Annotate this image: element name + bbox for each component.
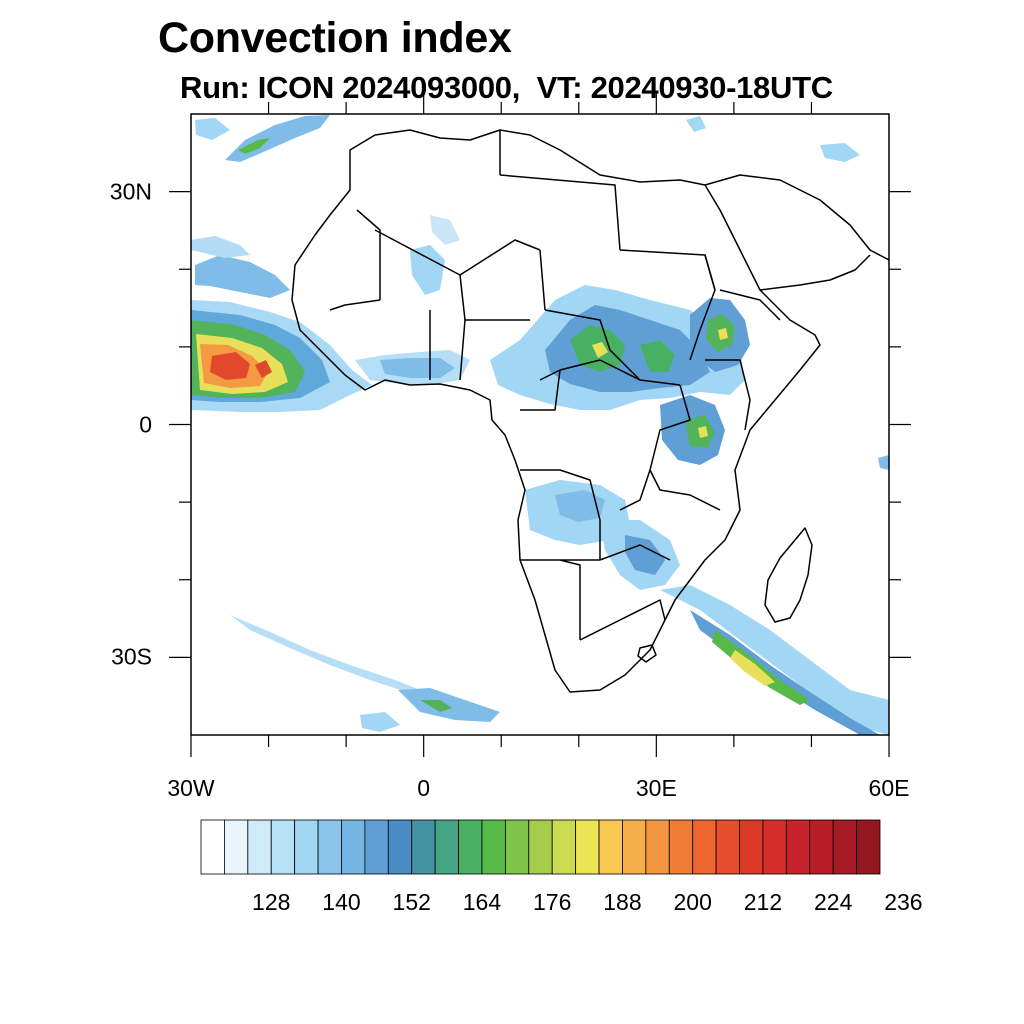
lon-label: 60E — [868, 775, 910, 801]
colorbar-box — [200, 819, 225, 875]
colorbar-label: 188 — [603, 889, 642, 915]
field-ne — [686, 116, 706, 132]
field-se-band-green — [712, 630, 810, 705]
field-east-edge — [878, 455, 889, 470]
field-med-top — [195, 118, 230, 140]
field-se-band — [660, 585, 889, 735]
colorbar-box — [247, 819, 272, 875]
colorbar-box — [434, 819, 459, 875]
field-atlantic-red — [210, 352, 250, 380]
colorbar-box — [551, 819, 577, 875]
colorbar-box — [317, 819, 342, 875]
field-nw-band-2 — [191, 236, 250, 258]
field-nw-band — [195, 255, 290, 298]
colorbar-box — [645, 819, 670, 875]
colorbar-label: 236 — [884, 889, 923, 915]
map-subtitle: Run: ICON 2024093000, VT: 20240930-18UTC — [180, 70, 833, 105]
lesotho — [637, 644, 657, 663]
colorbar-box — [668, 819, 694, 875]
africa-coastline — [291, 129, 821, 693]
colorbar-box — [270, 819, 296, 875]
field-se-band-yellow — [730, 650, 775, 686]
colorbar-box — [575, 819, 600, 875]
lon-label: 0 — [417, 775, 431, 801]
colorbar-box — [832, 819, 857, 875]
colorbar-box — [341, 819, 366, 875]
field-ethiopia-yellow — [718, 328, 728, 340]
lat-label: 30S — [111, 643, 152, 670]
colorbar — [200, 819, 881, 875]
field-central-green-2 — [640, 340, 675, 372]
field-south-blob-3 — [360, 712, 400, 732]
colorbar-box — [785, 819, 811, 875]
lon-label: 30E — [635, 775, 677, 801]
field-med-band — [225, 115, 330, 162]
field-east-africa-yellow — [698, 426, 708, 438]
country-borders — [291, 129, 889, 693]
colorbar-label: 128 — [252, 889, 291, 915]
colorbar-label: 140 — [322, 889, 361, 915]
field-med-band-green — [238, 138, 270, 154]
field-south-blob-2 — [420, 700, 452, 712]
field-zambia-mid — [625, 535, 665, 575]
colorbar-label: 164 — [462, 889, 502, 915]
arabia-outline — [704, 174, 889, 291]
field-sahel-west-mid — [380, 358, 455, 378]
colorbar-box — [598, 819, 623, 875]
colorbar-box — [224, 819, 249, 875]
colorbar-label: 224 — [813, 889, 853, 915]
colorbar-label: 200 — [673, 889, 712, 915]
colorbar-box — [856, 819, 881, 875]
colorbar-box — [411, 819, 436, 875]
lat-label: 0 — [139, 411, 152, 437]
field-south-band — [230, 615, 420, 693]
field-arabia — [820, 143, 860, 162]
colorbar-box — [528, 819, 553, 875]
field-sahel-mid — [410, 245, 445, 295]
field-se-band-mid — [690, 610, 880, 735]
colorbar-box — [622, 819, 647, 875]
field-angola-mid — [555, 490, 605, 522]
field-central-yellow — [592, 342, 608, 358]
colorbar-box — [387, 819, 413, 875]
border-north — [329, 130, 751, 641]
colorbar-box — [809, 819, 834, 875]
border-east — [689, 254, 781, 361]
map-title: Convection index — [158, 14, 512, 62]
colorbar-box — [364, 819, 389, 875]
colorbar-label: 212 — [743, 889, 783, 915]
field-sahel-small — [430, 215, 460, 245]
colorbar-box — [458, 819, 483, 875]
convection-field — [191, 115, 889, 735]
colorbar-label: 176 — [533, 889, 572, 915]
madagascar-outline — [764, 527, 813, 623]
colorbar-box — [762, 819, 787, 875]
colorbar-box — [739, 819, 764, 875]
colorbar-box — [504, 819, 530, 875]
colorbar-box — [294, 819, 319, 875]
map-frame — [169, 92, 911, 757]
colorbar-box — [481, 819, 506, 875]
colorbar-label: 152 — [392, 889, 431, 915]
lat-label: 30N — [109, 178, 152, 205]
lon-label: 30W — [167, 775, 215, 801]
field-atlantic-red-2 — [255, 360, 272, 378]
field-central-mid — [545, 305, 710, 392]
colorbar-box — [715, 819, 740, 875]
colorbar-box — [692, 819, 717, 875]
field-south-blob — [398, 688, 500, 722]
